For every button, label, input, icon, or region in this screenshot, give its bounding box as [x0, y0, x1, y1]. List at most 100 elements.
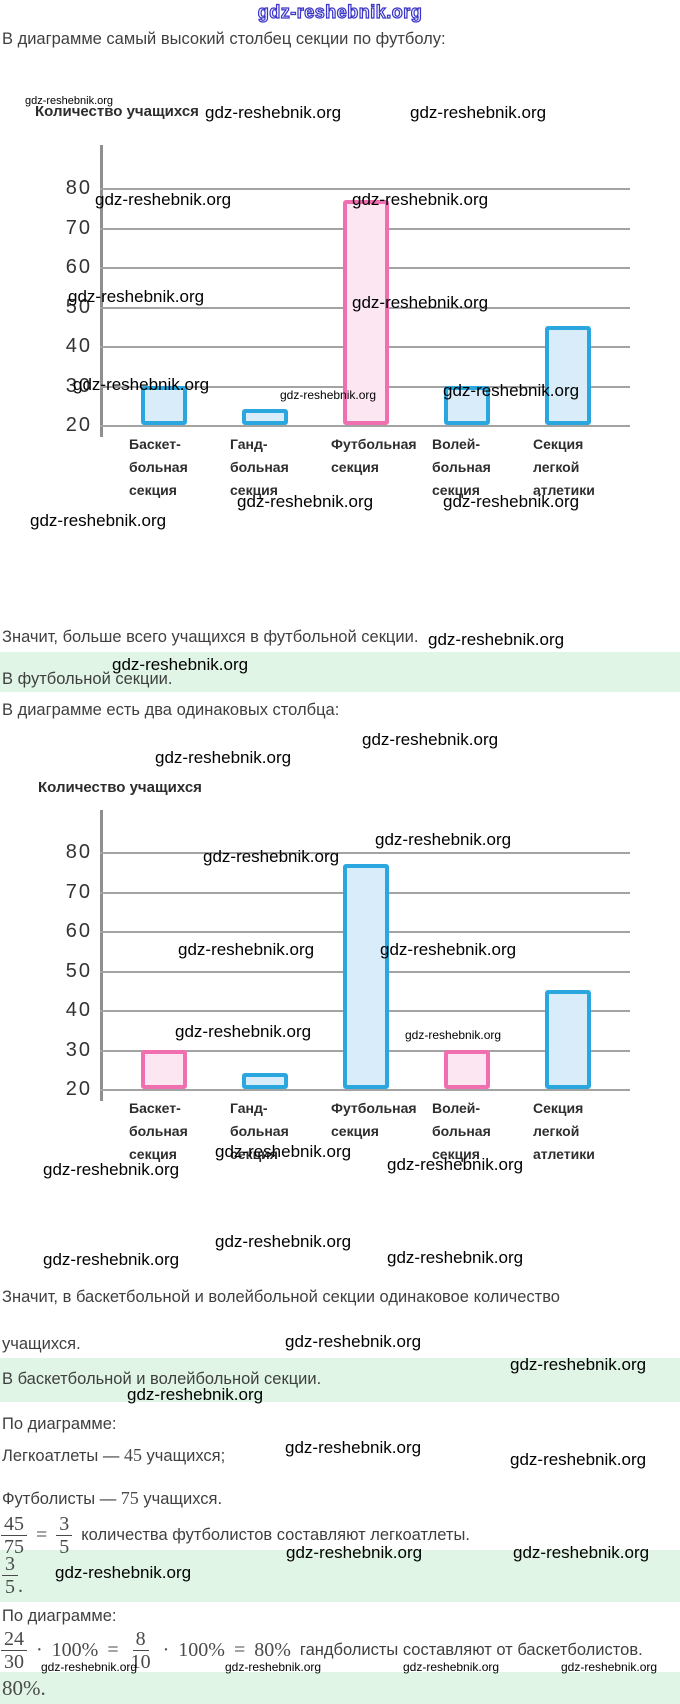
category-label-football: Футбольная секция: [331, 1100, 417, 1139]
watermark: gdz-reshebnik.org: [55, 1563, 192, 1582]
ytick-20: 20: [65, 414, 92, 436]
ytick-40: 40: [65, 999, 92, 1021]
category-label-handball: Ганд- больная секция: [230, 436, 289, 498]
category-label-athletics: Секция легкой атлетики: [533, 436, 595, 498]
watermark: gdz-reshebnik.org: [237, 492, 374, 511]
formula-1-text: количества футболистов составляют легкоа…: [81, 1526, 470, 1544]
gridline-80: [100, 852, 630, 854]
gridline-80: [100, 188, 630, 190]
ytick-50: 50: [65, 959, 92, 982]
watermark: gdz-reshebnik.org: [203, 847, 340, 866]
numerator: 8: [132, 1628, 149, 1651]
watermark: gdz-reshebnik.org: [352, 293, 489, 312]
hundred-percent: 100%: [51, 1639, 99, 1661]
answer-4-text: 80%.: [2, 1676, 46, 1700]
fraction-24-30: 24 30: [1, 1628, 27, 1673]
numerator: 3: [2, 1553, 18, 1576]
gridline-20: [100, 425, 630, 427]
watermark: gdz-reshebnik.org: [68, 287, 205, 306]
by-diagram-2: По диаграмме:: [2, 1607, 117, 1625]
answer-1-text: В футбольной секции.: [2, 670, 173, 688]
formula-fraction-athletes: 45 75 = 3 5 количества футболистов соста…: [1, 1513, 470, 1558]
ytick-80: 80: [65, 841, 92, 863]
bar-football: [343, 863, 389, 1089]
period: .: [18, 1575, 23, 1597]
watermark: gdz-reshebnik.org: [25, 95, 114, 107]
equals-sign: =: [107, 1639, 119, 1661]
denominator: 10: [130, 1651, 151, 1673]
category-label-volleyball: Волей- больная секция: [432, 436, 491, 498]
conclusion-1: Значит, больше всего учащихся в футбольн…: [2, 628, 419, 646]
fraction-8-10: 8 10: [128, 1628, 154, 1673]
watermark: gdz-reshebnik.org: [561, 1660, 658, 1674]
ytick-60: 60: [65, 256, 92, 278]
watermark: gdz-reshebnik.org: [225, 1660, 322, 1674]
watermark: gdz-reshebnik.org: [513, 1543, 650, 1562]
ytick-30: 30: [65, 1038, 92, 1061]
statement-1: В диаграмме самый высокий столбец секции…: [2, 30, 446, 48]
watermark: gdz-reshebnik.org: [215, 1232, 352, 1251]
answer-highlight-2: В баскетбольной и волейбольной секции.: [0, 1358, 680, 1402]
watermark: gdz-reshebnik.org: [285, 1438, 422, 1457]
watermark: gdz-reshebnik.org: [285, 1332, 422, 1351]
watermark: gdz-reshebnik.org: [41, 1660, 138, 1674]
by-diagram-1: По диаграмме:: [2, 1415, 117, 1433]
ytick-30: 30: [65, 374, 92, 397]
fraction-45-75: 45 75: [1, 1513, 27, 1558]
equals-sign: =: [36, 1524, 48, 1546]
watermark: gdz-reshebnik.org: [428, 630, 565, 649]
bar-basketball: [141, 1049, 187, 1089]
bar-basketball: [141, 385, 187, 425]
category-label-athletics: Секция легкой атлетики: [533, 1100, 595, 1162]
athletes-prefix: Легкоатлеты —: [2, 1447, 124, 1465]
watermark: gdz-reshebnik.org: [43, 1250, 180, 1269]
denominator: 5: [59, 1536, 70, 1558]
watermark: gdz-reshebnik.org: [286, 1543, 423, 1562]
bar-handball: [242, 1073, 288, 1089]
answer-2-text: В баскетбольной и волейбольной секции.: [2, 1370, 322, 1388]
watermark: gdz-reshebnik.org: [205, 103, 342, 122]
denominator: 75: [4, 1536, 24, 1558]
watermark: gdz-reshebnik.org: [380, 940, 517, 959]
watermark: gdz-reshebnik.org: [112, 655, 249, 674]
denominator: 30: [4, 1651, 24, 1673]
ytick-40: 40: [65, 335, 92, 357]
answer-highlight-4: 80%.: [0, 1672, 680, 1704]
watermark: gdz-reshebnik.org: [443, 381, 580, 400]
category-label-football: Футбольная секция: [331, 436, 417, 475]
ytick-70: 70: [65, 880, 92, 903]
fraction-3-5-answer: 3 5: [2, 1553, 18, 1598]
denominator: 5: [5, 1576, 15, 1598]
watermark: gdz-reshebnik.org: [127, 1385, 264, 1404]
bar-football: [343, 199, 389, 425]
category-label-basketball: Баскет- больная секция: [129, 1100, 188, 1162]
bar-volleyball: [444, 385, 490, 425]
numerator: 45: [1, 1513, 27, 1536]
numerator: 3: [56, 1513, 73, 1536]
category-label-basketball: Баскет- больная секция: [129, 436, 188, 498]
bar-volleyball: [444, 1049, 490, 1089]
chart2-title: Количество учащихся: [38, 779, 202, 796]
watermark: gdz-reshebnik.org: [403, 1660, 500, 1674]
watermark: gdz-reshebnik.org: [95, 190, 232, 209]
watermark: gdz-reshebnik.org: [155, 748, 292, 767]
watermark: gdz-reshebnik.org: [387, 1155, 524, 1174]
bar-handball: [242, 409, 288, 425]
watermark: gdz-reshebnik.org: [175, 1022, 312, 1041]
watermark: gdz-reshebnik.org: [73, 375, 210, 394]
site-watermark-header: gdz-reshebnik.org: [257, 1, 423, 22]
multiply-sign: ·: [36, 1639, 43, 1661]
watermark: gdz-reshebnik.org: [43, 1160, 180, 1179]
watermark: gdz-reshebnik.org: [178, 940, 315, 959]
answer-3: 3 5 .: [2, 1553, 23, 1598]
category-label-volleyball: Волей- больная секция: [432, 1100, 491, 1162]
result-percent: 80%: [254, 1639, 291, 1661]
y-axis: [100, 810, 103, 1101]
category-label-handball: Ганд- больная секция: [230, 1100, 289, 1162]
watermark: gdz-reshebnik.org: [30, 511, 167, 530]
watermark: gdz-reshebnik.org: [410, 103, 547, 122]
equals-sign: =: [233, 1639, 246, 1661]
ytick-60: 60: [65, 920, 92, 942]
statement-2: В диаграмме есть два одинаковых столбца:: [2, 701, 340, 719]
